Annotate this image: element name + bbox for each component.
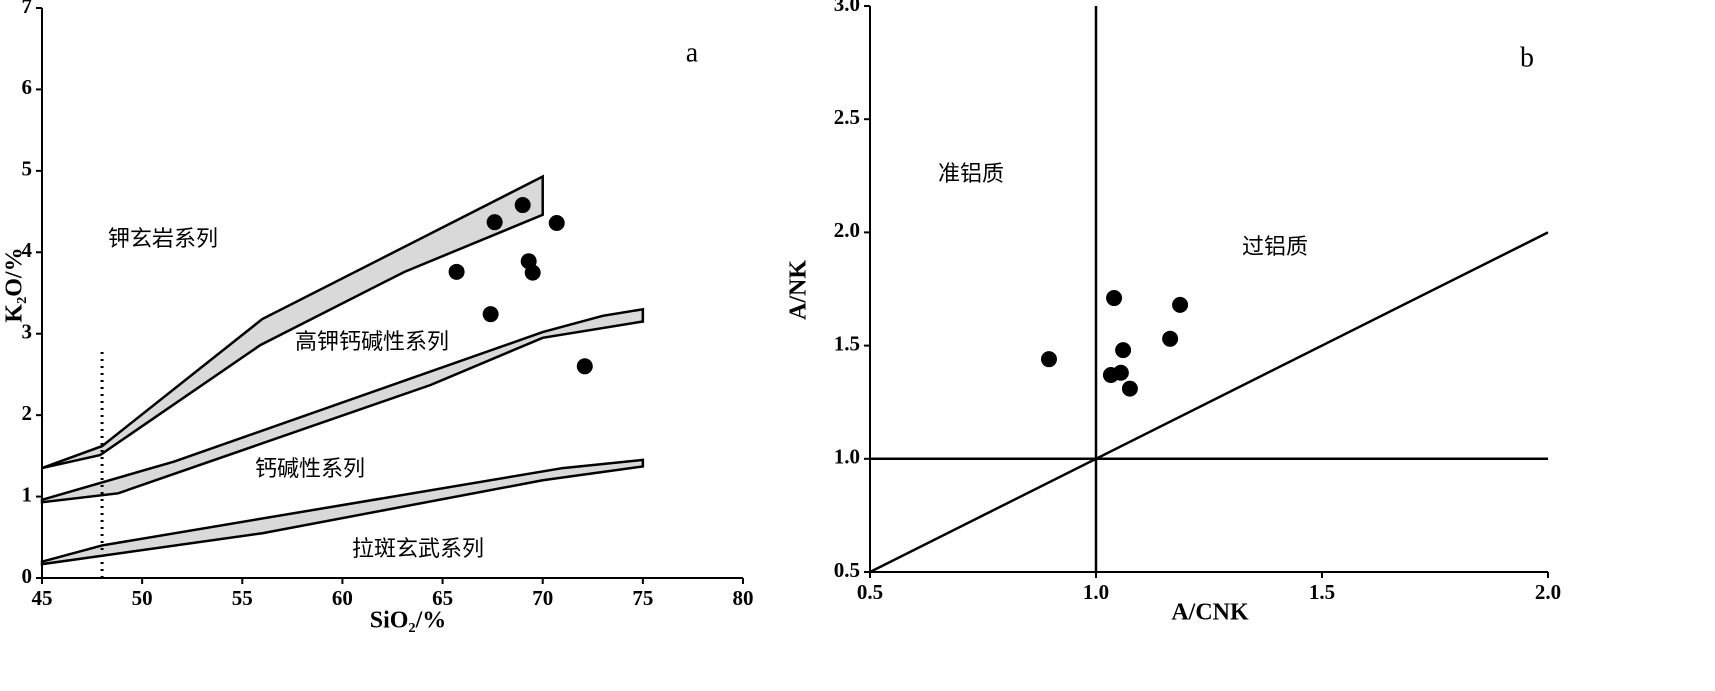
data-point [1162,330,1179,347]
data-point [482,306,499,323]
y-axis-title: A/NK [786,260,812,320]
y-tick-label: 7 [22,0,33,18]
reference-line [869,231,1549,574]
x-tick-label: 60 [332,586,353,610]
x-axis-title: A/CNK [1171,600,1249,626]
y-tick-label: 5 [22,157,33,181]
data-point [448,263,465,280]
annotation: 过铝质 [1242,235,1308,260]
x-tick-label: 1.0 [1083,580,1109,604]
x-tick-label: 50 [132,586,153,610]
x-tick-label: 70 [532,586,553,610]
series-region [41,174,544,470]
data-point [524,264,541,281]
x-tick-label: 55 [232,586,253,610]
panel-label: b [1520,42,1534,73]
data-point [548,214,565,231]
data-point [576,358,593,375]
data-point [1172,296,1189,313]
series-region [40,458,645,566]
y-tick-label: 0 [22,564,33,588]
x-tick-label: 45 [32,586,53,610]
data-point [486,214,503,231]
y-axis-title: K₂O/% [2,247,28,322]
x-tick-label: 0.5 [857,580,883,604]
annotation: 高钾钙碱性系列 [295,330,449,355]
x-tick-label: 1.5 [1309,580,1335,604]
data-point [1121,380,1138,397]
x-tick-label: 65 [432,586,453,610]
x-tick-label: 2.0 [1535,580,1561,604]
y-tick-label: 3 [22,320,33,344]
x-tick-label: 75 [632,586,653,610]
annotation: 准铝质 [938,162,1004,187]
data-point [1115,342,1132,359]
data-point [1112,364,1129,381]
y-tick-label: 2.0 [834,218,860,242]
y-tick-label: 4 [22,238,33,262]
series-region [40,307,645,504]
annotation: 钙碱性系列 [255,457,365,482]
y-tick-label: 3.0 [834,0,860,16]
x-axis-title: SiO₂/% [370,608,447,634]
data-point [514,197,531,214]
y-tick-label: 0.5 [834,558,860,582]
y-tick-label: 1.5 [834,331,860,355]
y-tick-label: 6 [22,75,33,99]
data-point [1106,290,1123,307]
y-tick-label: 2 [22,401,33,425]
data-point [1040,351,1057,368]
y-tick-label: 1 [22,482,33,506]
y-tick-label: 2.5 [834,105,860,129]
annotation: 钾玄岩系列 [108,227,218,252]
y-tick-label: 1.0 [834,445,860,469]
annotation: 拉斑玄武系列 [352,537,484,562]
panel-label: a [686,37,699,68]
x-tick-label: 80 [733,586,754,610]
